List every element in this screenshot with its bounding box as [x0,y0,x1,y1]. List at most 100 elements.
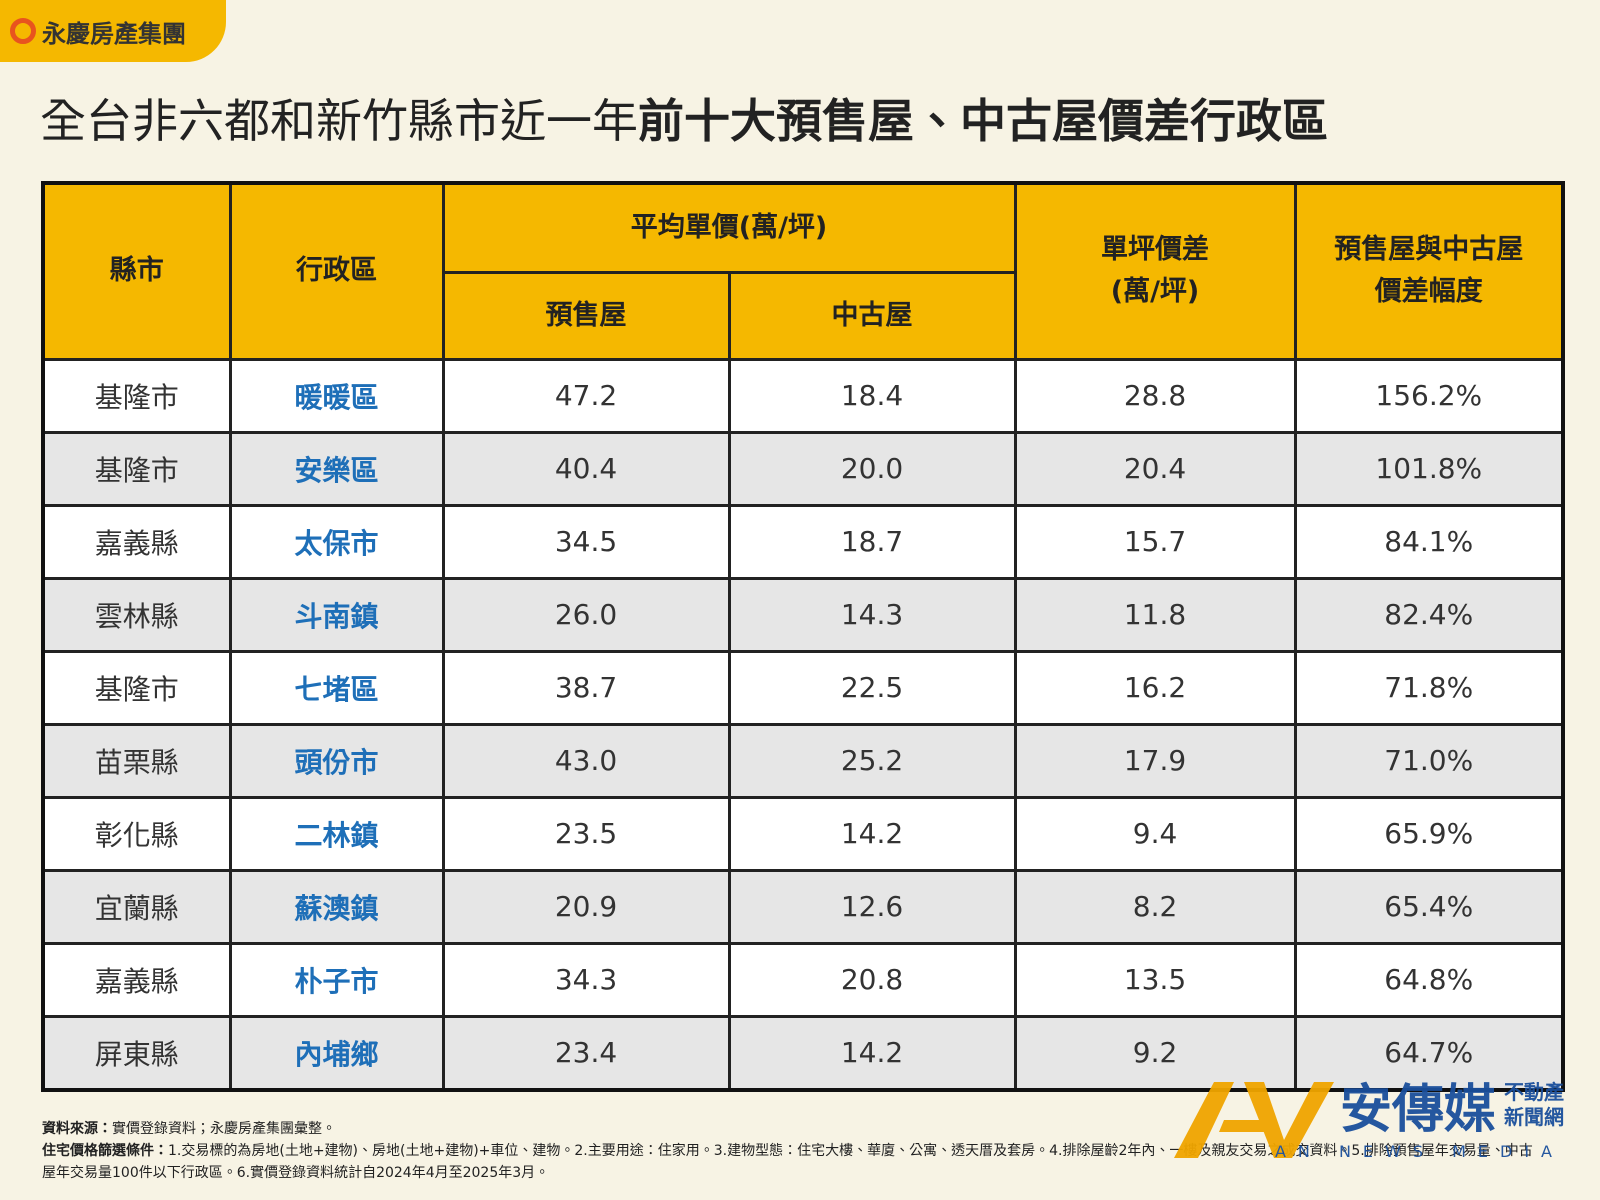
header-row: 預售屋 中古屋 [43,270,1563,361]
header-row: 縣市 行政區 平均單價(萬/坪) 單坪價差 (萬/坪) 預售屋與中古屋 價差幅度 [41,181,1565,361]
existing-cell: 12.6 [727,868,1017,945]
header-cell: 中古屋 [727,270,1017,361]
city-cell: 苗栗縣 [41,722,232,799]
existing-cell: 14.2 [727,795,1017,872]
footnote-source: 資料來源：實價登錄資料；永慶房產集團彙整。 [42,1118,1542,1140]
presale-cell: 47.2 [441,357,731,434]
header-cell: 預售屋與中古屋 價差幅度 [1293,181,1565,361]
district-cell: 安樂區 [228,430,445,507]
presale-cell: 26.0 [441,576,731,653]
table-row: 基隆市 安樂區 40.4 20.0 20.4 101.8% [41,430,1565,507]
diff-cell: 11.8 [1013,576,1297,653]
table-body: 基隆市 暖暖區 47.2 18.4 28.8 156.2% 基隆市 安樂區 40.4 20.0 20… [41,357,1565,1092]
ratio-cell: 64.8% [1293,941,1565,1018]
existing-cell: 20.8 [727,941,1017,1018]
district-cell: 太保市 [228,503,445,580]
district-cell: 暖暖區 [228,357,445,434]
table-row: 雲林縣 斗南鎮 26.0 14.3 11.8 82.4% [41,576,1565,653]
watermark: 安傳媒 不動產 新聞網 AN NEWS MEDIA [1173,1080,1564,1161]
diff-cell: 13.5 [1013,941,1297,1018]
presale-cell: 23.4 [441,1014,731,1092]
watermark-name: 安傳媒 [1339,1080,1496,1140]
existing-cell: 14.2 [727,1014,1017,1092]
title-regular: 全台非六都和新竹縣市近一年 [40,94,638,148]
footnote-label: 資料來源： [42,1121,112,1137]
ratio-cell: 71.0% [1293,722,1565,799]
table-row: 嘉義縣 太保市 34.5 18.7 15.7 84.1% [41,503,1565,580]
presale-cell: 34.5 [441,503,731,580]
header-cell: 平均單價(萬/坪) [441,181,1017,274]
diff-cell: 17.9 [1013,722,1297,799]
watermark-tag: 不動產 新聞網 [1504,1080,1564,1130]
header-line: 預售屋與中古屋 [1334,234,1524,266]
footnote-text: 實價登錄資料；永慶房產集團彙整。 [112,1121,336,1137]
ratio-cell: 84.1% [1293,503,1565,580]
presale-cell: 20.9 [441,868,731,945]
logo-text: 永慶房產集團 [42,19,186,48]
title-bold: 前十大預售屋、中古屋價差行政區 [638,94,1328,148]
table-row: 苗栗縣 頭份市 43.0 25.2 17.9 71.0% [41,722,1565,799]
header-cell: 單坪價差 (萬/坪) [1013,181,1297,361]
mark-shape [1173,1082,1234,1158]
diff-cell: 8.2 [1013,868,1297,945]
diff-cell: 28.8 [1013,357,1297,434]
header-cell: 縣市 [41,181,232,361]
city-cell: 雲林縣 [41,576,232,653]
existing-cell: 20.0 [727,430,1017,507]
header-line: 價差幅度 [1374,276,1483,308]
ratio-cell: 71.8% [1293,649,1565,726]
city-cell: 宜蘭縣 [41,868,232,945]
ratio-cell: 82.4% [1293,576,1565,653]
presale-cell: 43.0 [441,722,731,799]
city-cell: 基隆市 [41,649,232,726]
district-cell: 七堵區 [228,649,445,726]
presale-cell: 34.3 [441,941,731,1018]
presale-cell: 40.4 [441,430,731,507]
table-row: 宜蘭縣 蘇澳鎮 20.9 12.6 8.2 65.4% [41,868,1565,945]
diff-cell: 16.2 [1013,649,1297,726]
watermark-english: AN NEWS MEDIA [1274,1142,1564,1161]
header-line: (萬/坪) [1110,276,1200,308]
diff-cell: 9.2 [1013,1014,1297,1092]
city-cell: 基隆市 [41,430,232,507]
district-cell: 朴子市 [228,941,445,1018]
ratio-cell: 64.7% [1293,1014,1565,1092]
header-cell: 行政區 [228,181,445,361]
district-cell: 頭份市 [228,722,445,799]
city-cell: 嘉義縣 [41,503,232,580]
district-cell: 二林鎮 [228,795,445,872]
data-table: 縣市 行政區 平均單價(萬/坪) 單坪價差 (萬/坪) 預售屋與中古屋 價差幅度 預… [41,181,1566,1092]
city-cell: 屏東縣 [41,1014,232,1092]
footnote-label: 住宅價格篩選條件： [42,1143,168,1159]
table-head: 縣市 行政區 平均單價(萬/坪) 單坪價差 (萬/坪) 預售屋與中古屋 價差幅度 預… [41,181,1565,361]
mark-shape [1243,1082,1334,1158]
ratio-cell: 101.8% [1293,430,1565,507]
diff-cell: 15.7 [1013,503,1297,580]
table-row: 基隆市 七堵區 38.7 22.5 16.2 71.8% [41,649,1565,726]
diff-cell: 9.4 [1013,795,1297,872]
existing-cell: 25.2 [727,722,1017,799]
logo-icon [10,18,36,44]
existing-cell: 14.3 [727,576,1017,653]
district-cell: 內埔鄉 [228,1014,445,1092]
tag-line: 不動產 [1504,1080,1564,1104]
ratio-cell: 65.9% [1293,795,1565,872]
district-cell: 蘇澳鎮 [228,868,445,945]
header-cell: 預售屋 [441,270,731,361]
city-cell: 嘉義縣 [41,941,232,1018]
district-cell: 斗南鎮 [228,576,445,653]
ratio-cell: 65.4% [1293,868,1565,945]
tag-line: 新聞網 [1504,1105,1564,1129]
existing-cell: 22.5 [727,649,1017,726]
presale-cell: 38.7 [441,649,731,726]
table-row: 嘉義縣 朴子市 34.3 20.8 13.5 64.8% [41,941,1565,1018]
table-row: 屏東縣 內埔鄉 23.4 14.2 9.2 64.7% [41,1014,1565,1092]
existing-cell: 18.4 [727,357,1017,434]
ratio-cell: 156.2% [1293,357,1565,434]
diff-cell: 20.4 [1013,430,1297,507]
title: 全台非六都和新竹縣市近一年前十大預售屋、中古屋價差行政區 [40,88,1328,154]
city-cell: 彰化縣 [41,795,232,872]
table-row: 基隆市 暖暖區 47.2 18.4 28.8 156.2% [41,357,1565,434]
